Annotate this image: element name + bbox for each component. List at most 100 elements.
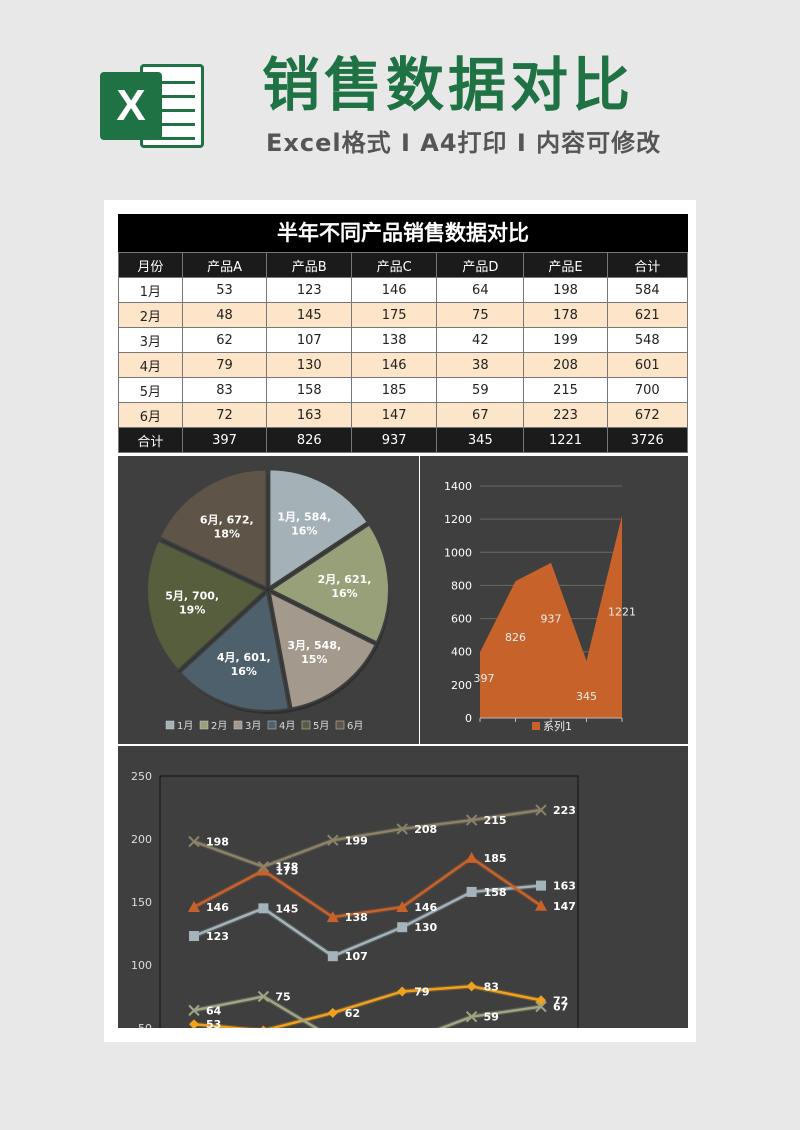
- line-marker: [188, 1004, 200, 1017]
- line-marker: [326, 911, 339, 923]
- table-cell: 163: [266, 402, 353, 428]
- table-cell: 5月: [118, 377, 183, 403]
- table-cell: 83: [181, 377, 268, 403]
- sales-table: 半年不同产品销售数据对比 月份 产品A 产品B 产品C 产品D 产品E 合计 1…: [118, 214, 689, 453]
- table-cell: 130: [266, 352, 353, 378]
- table-cell: 75: [436, 302, 525, 328]
- table-cell: 4月: [118, 352, 183, 378]
- pie-legend-label: 6月: [347, 720, 363, 732]
- column-header: 产品C: [351, 252, 438, 278]
- line-data-label: 146: [414, 901, 437, 914]
- table-row: 1月 53 123 146 64 198 584: [118, 277, 689, 303]
- spreadsheet-preview: 半年不同产品销售数据对比 月份 产品A 产品B 产品C 产品D 产品E 合计 1…: [104, 200, 696, 1049]
- table-total-row: 合计 397 826 937 345 1221 3726: [118, 427, 689, 453]
- area-y-tick: 400: [451, 646, 472, 659]
- line-data-label: 158: [484, 886, 507, 899]
- table-row: 6月 72 163 147 67 223 672: [118, 402, 689, 428]
- table-cell: 107: [266, 327, 353, 353]
- line-data-label: 83: [484, 980, 499, 993]
- line-data-label: 199: [345, 834, 368, 847]
- pie-legend-label: 2月: [211, 720, 227, 732]
- column-header: 产品A: [181, 252, 268, 278]
- line-y-tick: 50: [138, 1022, 152, 1028]
- line-marker: [257, 861, 270, 873]
- table-cell: 6月: [118, 402, 183, 428]
- table-title: 半年不同产品销售数据对比: [118, 214, 688, 252]
- line-marker: [396, 901, 409, 913]
- line-marker: [189, 1019, 199, 1030]
- pie-legend-swatch: [301, 720, 311, 730]
- pie-data-label: 16%: [231, 665, 257, 678]
- line-y-tick: 200: [131, 833, 152, 846]
- line-data-label: 62: [345, 1007, 360, 1020]
- table-cell: 223: [523, 402, 608, 428]
- table-cell: 937: [351, 427, 438, 453]
- pie-legend-swatch: [199, 720, 209, 730]
- line-data-label: 107: [345, 950, 368, 963]
- table-cell: 53: [181, 277, 268, 303]
- table-cell: 138: [351, 327, 438, 353]
- line-marker: [465, 814, 478, 826]
- table-row: 5月 83 158 185 59 215 700: [118, 377, 689, 403]
- line-marker: [327, 834, 339, 846]
- area-y-tick: 800: [451, 579, 472, 592]
- table-cell: 1221: [523, 427, 608, 453]
- line-marker: [536, 880, 546, 891]
- column-header: 产品B: [266, 252, 353, 278]
- line-data-label: 64: [206, 1004, 222, 1017]
- table-cell: 215: [523, 377, 608, 403]
- pie-legend-swatch: [165, 720, 175, 730]
- table-cell: 158: [266, 377, 353, 403]
- line-series: [193, 808, 542, 869]
- table-cell: 62: [181, 327, 268, 353]
- line-data-label: 145: [275, 902, 298, 915]
- pie-legend-label: 3月: [245, 720, 261, 732]
- area-y-tick: 600: [451, 613, 472, 626]
- line-y-tick: 150: [131, 896, 152, 909]
- line-y-tick: 250: [131, 770, 152, 783]
- line-data-label: 146: [206, 901, 229, 914]
- pie-legend-label: 1月: [177, 720, 193, 732]
- column-header: 产品E: [523, 252, 608, 278]
- table-cell: 146: [351, 352, 438, 378]
- page-subtitle: Excel格式 Ⅰ A4打印 Ⅰ 内容可修改: [266, 129, 662, 157]
- area-data-label: 937: [541, 613, 562, 626]
- table-cell: 345: [436, 427, 525, 453]
- line-marker: [397, 922, 408, 933]
- line-data-label: 59: [484, 1011, 499, 1024]
- table-cell: 38: [436, 352, 525, 378]
- line-data-label: 79: [414, 985, 429, 998]
- pie-data-label: 19%: [179, 604, 205, 617]
- area-data-label: 397: [474, 672, 495, 685]
- table-cell: 59: [436, 377, 525, 403]
- line-marker: [396, 823, 408, 835]
- table-cell: 72: [181, 402, 268, 428]
- table-cell: 64: [436, 277, 525, 303]
- pie-data-label: 1月, 584,: [277, 510, 331, 523]
- table-cell: 208: [523, 352, 608, 378]
- line-data-label: 67: [553, 1001, 568, 1014]
- pie-data-label: 16%: [291, 524, 317, 537]
- area-series: [480, 515, 622, 718]
- area-legend-swatch: [532, 722, 540, 730]
- line-data-label: 215: [484, 814, 507, 827]
- line-data-label: 72: [553, 994, 568, 1007]
- pie-data-label: 15%: [301, 653, 327, 666]
- line-data-label: 138: [345, 911, 368, 924]
- line-marker: [188, 835, 200, 848]
- pie-legend-swatch: [335, 720, 345, 730]
- pie-data-label: 6月, 672,: [200, 513, 254, 526]
- line-marker: [466, 981, 477, 992]
- pie-data-label: 16%: [331, 587, 357, 600]
- pie-slice: [158, 468, 268, 590]
- area-data-label: 345: [576, 690, 597, 703]
- line-data-label: 123: [206, 930, 229, 943]
- line-y-tick: 100: [131, 959, 152, 972]
- line-marker: [257, 990, 270, 1003]
- table-cell: 146: [351, 277, 438, 303]
- table-cell: 48: [181, 302, 268, 328]
- area-y-tick: 1000: [444, 546, 472, 559]
- line-data-label: 163: [553, 880, 576, 893]
- line-marker: [466, 886, 477, 897]
- line-marker: [535, 1000, 547, 1013]
